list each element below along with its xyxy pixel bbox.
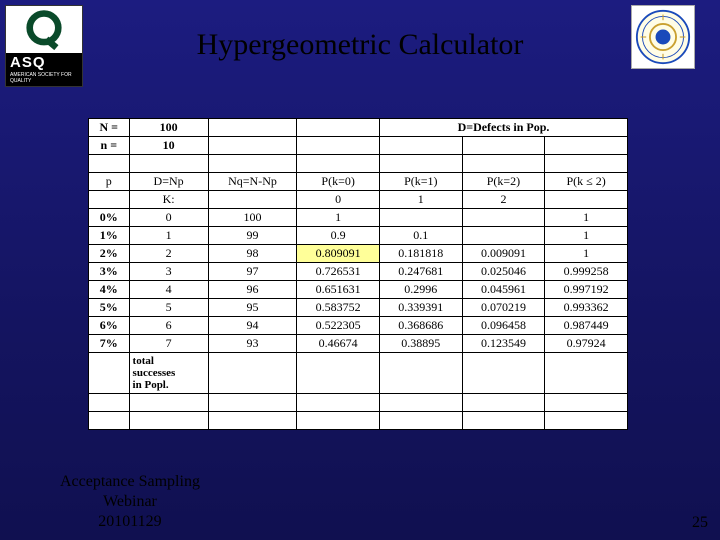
cell-pk1: 0.368686: [379, 317, 462, 335]
footer-line1: Acceptance Sampling: [60, 472, 200, 492]
cell-Nq: 95: [208, 299, 297, 317]
cell-pk2: 0.045961: [462, 281, 545, 299]
cell-pk1: 0.247681: [379, 263, 462, 281]
cell-pk0: 0.522305: [297, 317, 380, 335]
cell-pk1: 0.1: [379, 227, 462, 245]
cell-pk2: 0.096458: [462, 317, 545, 335]
cell-Nq: 97: [208, 263, 297, 281]
table-row: [89, 394, 628, 412]
col-ple2: P(k ≤ 2): [545, 173, 628, 191]
footer-line2: Webinar: [60, 492, 200, 512]
table-row: totalsuccessesin Popl.: [89, 353, 628, 394]
cell-pk1: [379, 209, 462, 227]
table-row: 7%7930.466740.388950.1235490.97924: [89, 335, 628, 353]
cell-pk1: 0.181818: [379, 245, 462, 263]
cell-p: 3%: [89, 263, 130, 281]
cell-pk0: 0.46674: [297, 335, 380, 353]
cell-ple2: 0.987449: [545, 317, 628, 335]
cell-p: 2%: [89, 245, 130, 263]
table-row: 3%3970.7265310.2476810.0250460.999258: [89, 263, 628, 281]
table-row: 0%010011: [89, 209, 628, 227]
cell-pk1: 0.2996: [379, 281, 462, 299]
cell-Nq: 94: [208, 317, 297, 335]
col-pk1: P(k=1): [379, 173, 462, 191]
cell-Nq: 96: [208, 281, 297, 299]
table-row: 1%1990.90.11: [89, 227, 628, 245]
table-row: p D=Np Nq=N-Np P(k=0) P(k=1) P(k=2) P(k …: [89, 173, 628, 191]
cell-D: 7: [129, 335, 208, 353]
cell-ple2: 1: [545, 227, 628, 245]
cell-Nq: 100: [208, 209, 297, 227]
k1: 1: [379, 191, 462, 209]
table-row: [89, 155, 628, 173]
cell-pk2: [462, 209, 545, 227]
cell-pk2: 0.123549: [462, 335, 545, 353]
cell-Nq: 93: [208, 335, 297, 353]
cell-ple2: 0.997192: [545, 281, 628, 299]
cell-pk0: 0.651631: [297, 281, 380, 299]
cell-pk0: 0.583752: [297, 299, 380, 317]
n-lower-label: n =: [89, 137, 130, 155]
table-row: 5%5950.5837520.3393910.0702190.993362: [89, 299, 628, 317]
n-upper-label: N =: [89, 119, 130, 137]
calc-table: N = 100 D=Defects in Pop. n = 10 p D=Np …: [88, 118, 628, 430]
table-row: 2%2980.8090910.1818180.0090911: [89, 245, 628, 263]
col-pk2: P(k=2): [462, 173, 545, 191]
table-row: [89, 412, 628, 430]
cell-pk2: [462, 227, 545, 245]
table-row: N = 100 D=Defects in Pop.: [89, 119, 628, 137]
cell-pk0: 0.726531: [297, 263, 380, 281]
cell-D: 0: [129, 209, 208, 227]
calc-table-container: N = 100 D=Defects in Pop. n = 10 p D=Np …: [88, 118, 628, 430]
cell-Nq: 98: [208, 245, 297, 263]
cell-pk0: 0.9: [297, 227, 380, 245]
cell-D: 6: [129, 317, 208, 335]
table-note: totalsuccessesin Popl.: [129, 353, 208, 394]
table-row: K: 0 1 2: [89, 191, 628, 209]
k0: 0: [297, 191, 380, 209]
cell-D: 2: [129, 245, 208, 263]
cell-D: 5: [129, 299, 208, 317]
cell-ple2: 0.993362: [545, 299, 628, 317]
cell-pk0: 1: [297, 209, 380, 227]
cell-p: 4%: [89, 281, 130, 299]
cell-ple2: 1: [545, 245, 628, 263]
cell-pk2: 0.025046: [462, 263, 545, 281]
k2: 2: [462, 191, 545, 209]
cell-pk1: 0.339391: [379, 299, 462, 317]
cell-D: 4: [129, 281, 208, 299]
col-pk0: P(k=0): [297, 173, 380, 191]
cell-D: 3: [129, 263, 208, 281]
table-row: 4%4960.6516310.29960.0459610.997192: [89, 281, 628, 299]
cell-pk2: 0.070219: [462, 299, 545, 317]
page-title: Hypergeometric Calculator: [0, 28, 720, 62]
cell-Nq: 99: [208, 227, 297, 245]
page-number: 25: [692, 514, 708, 532]
cell-D: 1: [129, 227, 208, 245]
cell-pk2: 0.009091: [462, 245, 545, 263]
cell-p: 1%: [89, 227, 130, 245]
cell-ple2: 0.97924: [545, 335, 628, 353]
n-lower-value: 10: [129, 137, 208, 155]
cell-ple2: 0.999258: [545, 263, 628, 281]
footer-line3: 20101129: [60, 512, 200, 532]
cell-p: 6%: [89, 317, 130, 335]
d-defects-label: D=Defects in Pop.: [379, 119, 627, 137]
table-row: 6%6940.5223050.3686860.0964580.987449: [89, 317, 628, 335]
col-d: D=Np: [129, 173, 208, 191]
cell-ple2: 1: [545, 209, 628, 227]
cell-p: 0%: [89, 209, 130, 227]
cell-p: 7%: [89, 335, 130, 353]
cell-p: 5%: [89, 299, 130, 317]
cell-pk1: 0.38895: [379, 335, 462, 353]
col-k: K:: [129, 191, 208, 209]
table-row: n = 10: [89, 137, 628, 155]
col-nq: Nq=N-Np: [208, 173, 297, 191]
col-p: p: [89, 173, 130, 191]
footer-text: Acceptance Sampling Webinar 20101129: [60, 472, 200, 532]
cell-pk0: 0.809091: [297, 245, 380, 263]
asq-subtext: AMERICAN SOCIETY FOR QUALITY: [6, 72, 82, 86]
n-upper-value: 100: [129, 119, 208, 137]
